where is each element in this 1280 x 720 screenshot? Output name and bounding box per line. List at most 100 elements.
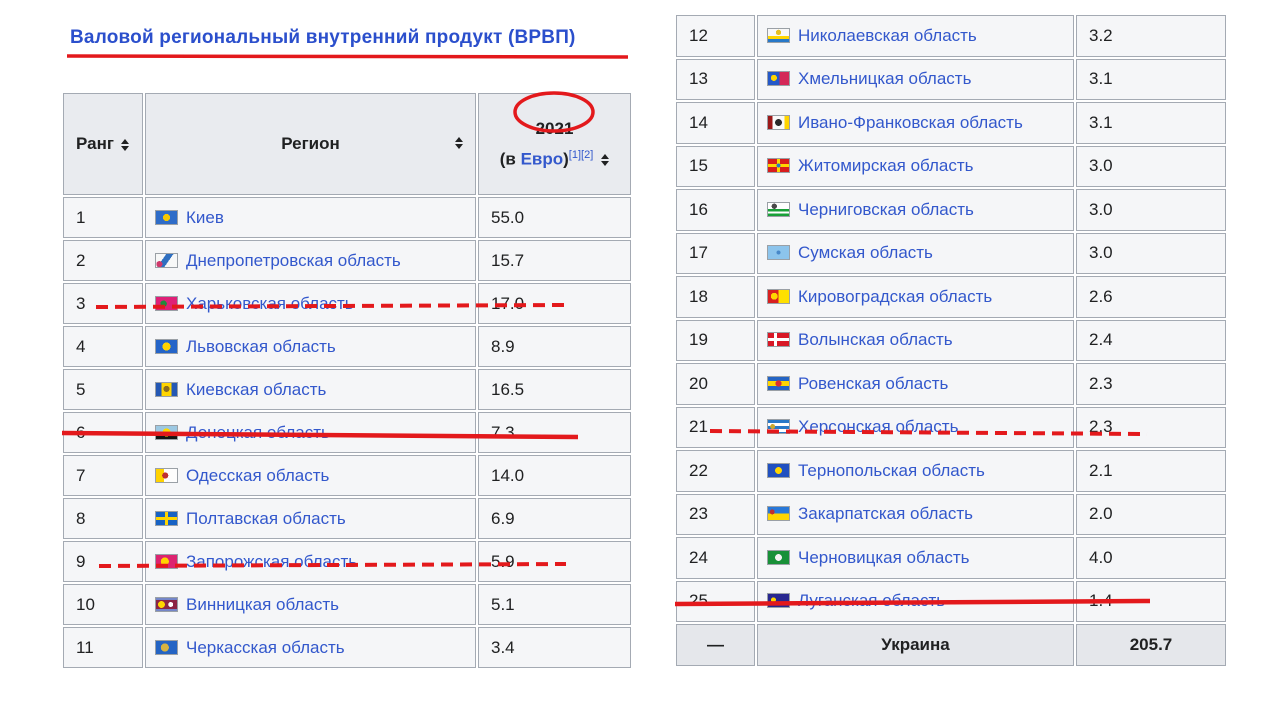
region-link[interactable]: Черновицкая область	[798, 547, 970, 567]
column-header-region[interactable]: Регион	[145, 93, 476, 195]
region-cell: Донецкая область	[145, 412, 476, 453]
region-link[interactable]: Черниговская область	[798, 199, 974, 219]
rank-cell: 3	[63, 283, 143, 324]
region-link[interactable]: Черкасская область	[186, 637, 345, 657]
region-cell: Херсонская область	[757, 406, 1074, 448]
region-link[interactable]: Ровенская область	[798, 373, 949, 393]
value-cell: 2.3	[1076, 363, 1226, 405]
value-cell: 3.0	[1076, 145, 1226, 187]
rank-cell: 2	[63, 240, 143, 281]
region-link[interactable]: Киевская область	[186, 379, 327, 399]
table-row: 23 Закарпатская область 2.0	[676, 493, 1226, 535]
region-link[interactable]: Кировоградская область	[798, 286, 993, 306]
region-cell: Луганская область	[757, 580, 1074, 622]
sort-icon[interactable]	[600, 154, 609, 166]
table-row: 14 Ивано-Франковская область 3.1	[676, 102, 1226, 144]
region-link[interactable]: Закарпатская область	[798, 504, 973, 524]
value-cell: 3.0	[1076, 189, 1226, 231]
rank-cell: 13	[676, 58, 755, 100]
region-link[interactable]: Запорожская область	[186, 551, 358, 571]
total-value-cell: 205.7	[1076, 624, 1226, 666]
column-header-rank[interactable]: Ранг	[63, 93, 143, 195]
table-row: 19 Волынская область 2.4	[676, 319, 1226, 361]
value-cell: 3.1	[1076, 102, 1226, 144]
table-row: 16 Черниговская область 3.0	[676, 189, 1226, 231]
ref-1-link[interactable]: [1]	[568, 148, 582, 161]
region-flag-icon	[155, 424, 178, 440]
region-link[interactable]: Киев	[186, 207, 224, 227]
table-row: 5 Киевская область 16.5	[63, 369, 631, 410]
region-flag-icon	[767, 158, 790, 174]
region-flag-icon	[767, 288, 790, 304]
region-link[interactable]: Тернопольская область	[798, 460, 985, 480]
table-row: 1 Киев 55.0	[63, 197, 631, 238]
region-flag-icon	[767, 201, 790, 217]
region-flag-icon	[767, 419, 790, 435]
region-link[interactable]: Харьковская область	[186, 293, 354, 313]
region-link[interactable]: Сумская область	[798, 243, 933, 263]
region-link[interactable]: Николаевская область	[798, 25, 977, 45]
year-label: 2021	[535, 118, 574, 138]
region-cell: Кировоградская область	[757, 276, 1074, 318]
region-flag-icon	[155, 596, 178, 612]
region-cell: Закарпатская область	[757, 493, 1074, 535]
region-flag-icon	[155, 553, 178, 569]
table-row: 9 Запорожская область 5.9	[63, 541, 631, 582]
region-link[interactable]: Хмельницкая область	[798, 69, 972, 89]
gdp-table-left: Ранг Регион 2021 (в Евро)[1][2] 1 Киев 5…	[61, 91, 633, 670]
table-row: 12 Николаевская область 3.2	[676, 15, 1226, 57]
region-cell: Киев	[145, 197, 476, 238]
rank-cell: 4	[63, 326, 143, 367]
region-cell: Хмельницкая область	[757, 58, 1074, 100]
region-flag-icon	[767, 375, 790, 391]
total-row: — Украина 205.7	[676, 624, 1226, 666]
region-flag-icon	[155, 252, 178, 268]
euro-link[interactable]: Евро	[520, 149, 564, 169]
rank-cell: 23	[676, 493, 755, 535]
region-flag-icon	[767, 462, 790, 478]
region-link[interactable]: Винницкая область	[186, 594, 339, 614]
rank-cell: 25	[676, 580, 755, 622]
table-row: 22 Тернопольская область 2.1	[676, 450, 1226, 492]
region-cell: Днепропетровская область	[145, 240, 476, 281]
region-cell: Полтавская область	[145, 498, 476, 539]
region-link[interactable]: Донецкая область	[186, 422, 330, 442]
region-link[interactable]: Львовская область	[186, 336, 336, 356]
value-cell: 3.4	[478, 627, 631, 668]
region-link[interactable]: Херсонская область	[798, 417, 959, 437]
table-row: 13 Хмельницкая область 3.1	[676, 58, 1226, 100]
total-rank-cell: —	[676, 624, 755, 666]
region-link[interactable]: Волынская область	[798, 330, 953, 350]
unit-label: (в Евро)[1][2]	[483, 149, 626, 170]
region-cell: Одесская область	[145, 455, 476, 496]
rank-header-label: Ранг	[76, 134, 114, 153]
ref-2-link[interactable]: [2]	[581, 148, 594, 161]
region-cell: Тернопольская область	[757, 450, 1074, 492]
region-flag-icon	[155, 295, 178, 311]
value-cell: 6.9	[478, 498, 631, 539]
table-row: 20 Ровенская область 2.3	[676, 363, 1226, 405]
table-row: 11 Черкасская область 3.4	[63, 627, 631, 668]
region-flag-icon	[155, 467, 178, 483]
total-region-cell: Украина	[757, 624, 1074, 666]
region-link[interactable]: Ивано-Франковская область	[798, 112, 1023, 132]
region-flag-icon	[767, 114, 790, 130]
rank-cell: 8	[63, 498, 143, 539]
region-link[interactable]: Полтавская область	[186, 508, 346, 528]
region-cell: Волынская область	[757, 319, 1074, 361]
region-link[interactable]: Луганская область	[798, 591, 946, 611]
region-flag-icon	[767, 593, 790, 609]
region-link[interactable]: Днепропетровская область	[186, 250, 401, 270]
sort-icon[interactable]	[121, 139, 130, 151]
value-cell: 1.4	[1076, 580, 1226, 622]
region-flag-icon	[767, 245, 790, 261]
column-header-value[interactable]: 2021 (в Евро)[1][2]	[478, 93, 631, 195]
table-row: 2 Днепропетровская область 15.7	[63, 240, 631, 281]
region-link[interactable]: Одесская область	[186, 465, 330, 485]
sort-icon[interactable]	[454, 137, 463, 149]
value-cell: 2.1	[1076, 450, 1226, 492]
rank-cell: 9	[63, 541, 143, 582]
rank-cell: 15	[676, 145, 755, 187]
title-underline-annotation	[66, 54, 629, 59]
region-link[interactable]: Житомирская область	[798, 156, 974, 176]
